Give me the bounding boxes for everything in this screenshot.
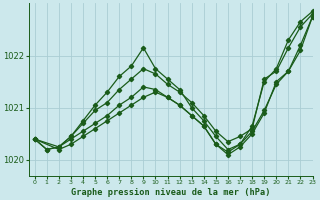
X-axis label: Graphe pression niveau de la mer (hPa): Graphe pression niveau de la mer (hPa) <box>71 188 270 197</box>
